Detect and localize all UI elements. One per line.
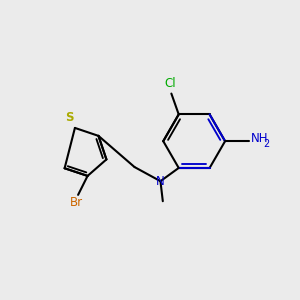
Text: NH: NH	[251, 132, 268, 145]
Text: S: S	[65, 111, 74, 124]
Text: Cl: Cl	[164, 77, 176, 90]
Text: 2: 2	[263, 139, 269, 148]
Text: N: N	[156, 175, 165, 188]
Text: Br: Br	[70, 196, 83, 209]
